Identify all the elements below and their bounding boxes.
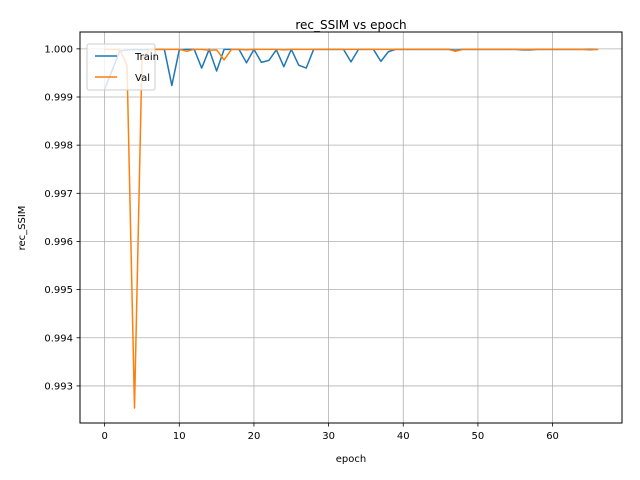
x-tick-label: 50 [472, 431, 485, 442]
series-lines [103, 48, 599, 409]
y-tick-label: 1.000 [44, 44, 73, 55]
y-tick-label: 0.995 [44, 285, 73, 296]
legend-label-train: Train [134, 52, 159, 63]
series-line-val [103, 48, 599, 409]
x-tick-label: 0 [101, 431, 107, 442]
x-tick-label: 10 [173, 431, 186, 442]
chart-title: rec_SSIM vs epoch [295, 18, 406, 32]
y-tick-label: 0.994 [44, 333, 73, 344]
legend-label-val: Val [135, 73, 150, 84]
x-tick-label: 40 [397, 431, 410, 442]
y-tick-label: 0.997 [44, 189, 73, 200]
x-axis-ticks: 0 10 20 30 40 50 60 [101, 423, 559, 442]
x-tick-label: 60 [546, 431, 559, 442]
y-tick-label: 0.998 [44, 141, 73, 152]
x-axis-label: epoch [336, 454, 366, 465]
y-tick-label: 0.996 [44, 237, 73, 248]
y-tick-label: 0.999 [44, 93, 73, 104]
y-axis-ticks: 0.993 0.994 0.995 0.996 0.997 0.998 0.999 1.000 [44, 44, 80, 392]
y-axis-label: rec_SSIM [17, 206, 28, 251]
x-tick-label: 30 [322, 431, 335, 442]
plot-frame [79, 31, 623, 424]
y-tick-label: 0.993 [44, 381, 73, 392]
legend: Train Val [86, 43, 159, 91]
x-tick-label: 20 [248, 431, 261, 442]
